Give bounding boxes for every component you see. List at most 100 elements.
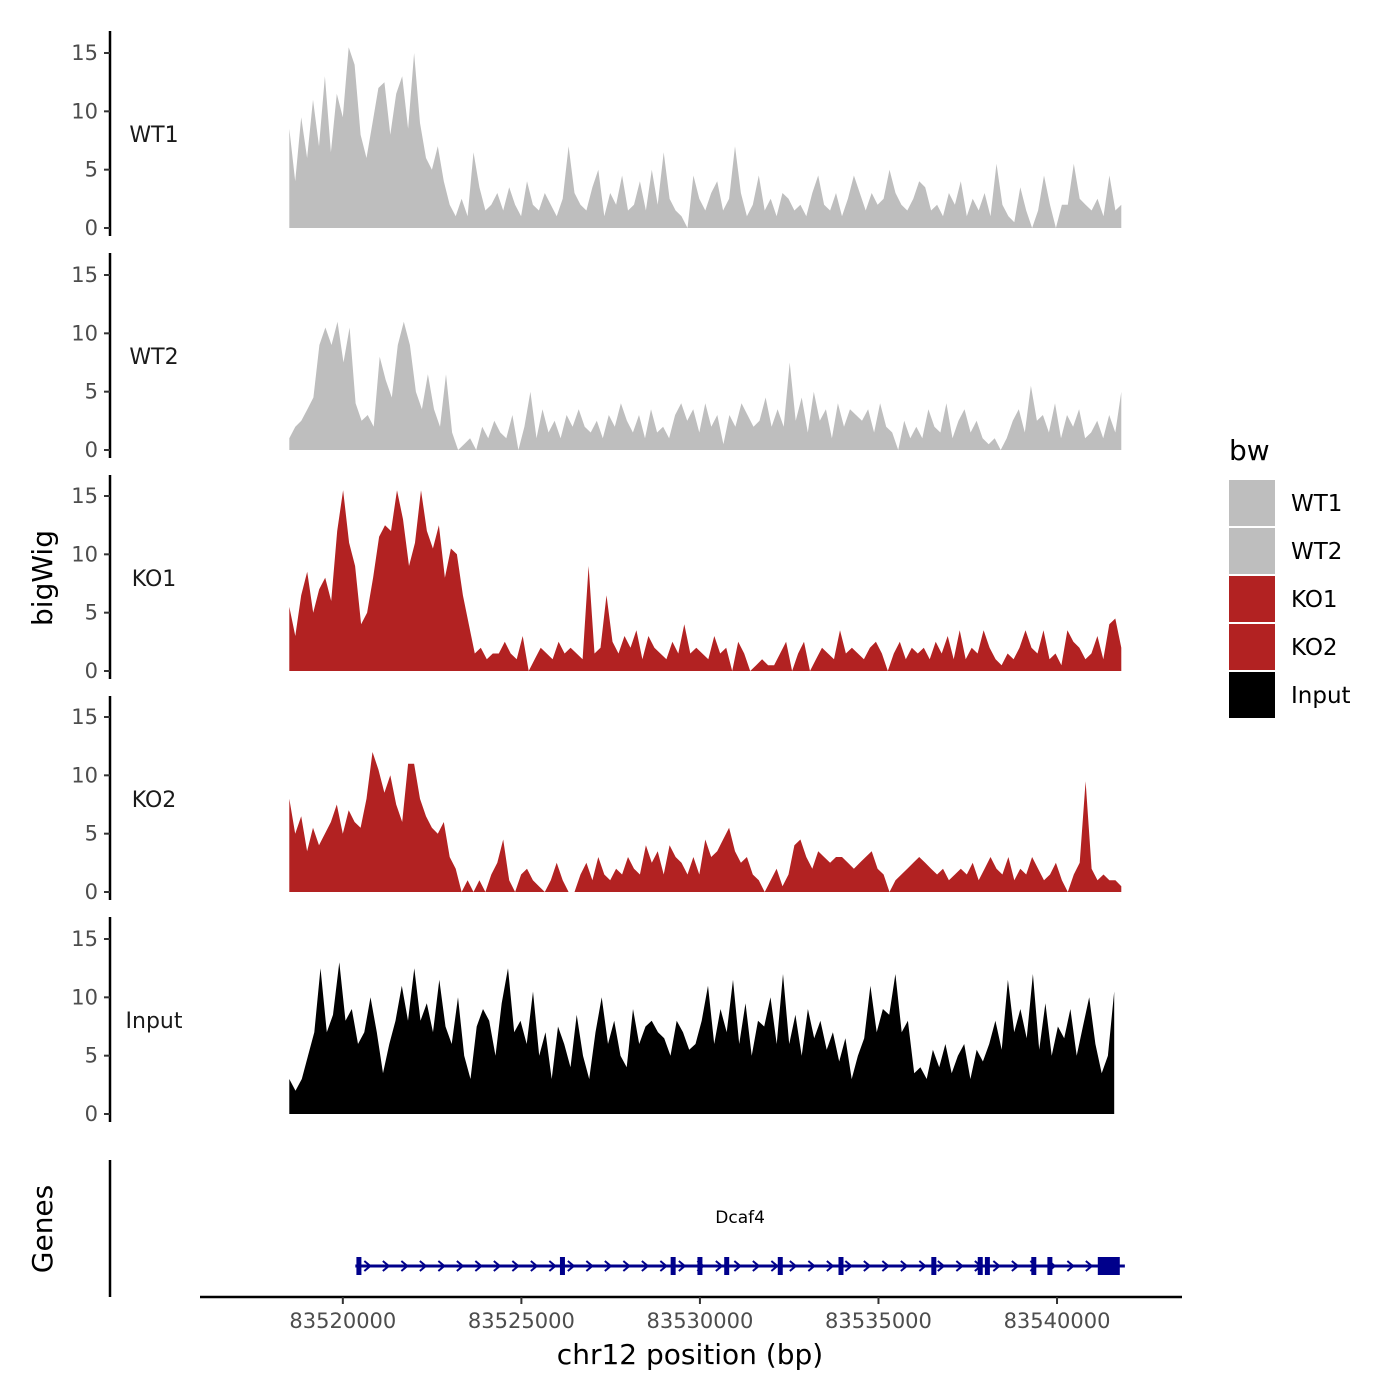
coverage-area-Input xyxy=(289,962,1115,1114)
legend-swatch xyxy=(1229,576,1275,622)
track-WT2: 0 5 10 15 WT2 xyxy=(71,253,1122,462)
strand-chevron xyxy=(474,1260,483,1272)
gene-exon xyxy=(977,1257,983,1275)
gene-exon xyxy=(931,1257,937,1275)
strand-chevron xyxy=(585,1260,594,1272)
gene-exon xyxy=(838,1257,844,1275)
strand-chevron xyxy=(733,1260,742,1272)
legend-item-KO2: KO2 xyxy=(1229,624,1338,670)
strand-chevron xyxy=(1011,1260,1020,1272)
y-tick-label: 5 xyxy=(85,601,98,625)
strand-chevron xyxy=(826,1260,835,1272)
track-label-KO2: KO2 xyxy=(132,788,177,813)
strand-chevron xyxy=(863,1260,872,1272)
track-label-WT2: WT2 xyxy=(129,345,178,370)
legend-swatch xyxy=(1229,624,1275,670)
legend: bw WT1 WT2 KO1 KO2 Input xyxy=(1229,434,1351,718)
strand-chevron xyxy=(622,1260,631,1272)
strand-chevron xyxy=(955,1260,964,1272)
y-tick-label: 5 xyxy=(85,158,98,182)
legend-label: WT2 xyxy=(1291,539,1342,565)
gene-exon xyxy=(777,1257,783,1275)
strand-chevron xyxy=(437,1260,446,1272)
strand-chevron xyxy=(456,1260,465,1272)
y-tick-label: 10 xyxy=(71,542,98,566)
y-tick-label: 15 xyxy=(71,41,98,65)
strand-chevron xyxy=(881,1260,890,1272)
strand-chevron xyxy=(604,1260,613,1272)
gene-exon xyxy=(356,1257,362,1275)
strand-chevron xyxy=(992,1260,1001,1272)
track-panels: 0 5 10 15 WT1 0 5 10 15 WT2 0 5 10 15 KO1 0 5 10 15 KO2 0 5 10… xyxy=(71,31,1122,1126)
x-axis-title: chr12 position (bp) xyxy=(557,1338,823,1371)
track-KO1: 0 5 10 15 KO1 xyxy=(71,475,1122,683)
strand-chevron xyxy=(1085,1260,1094,1272)
y-tick-label: 0 xyxy=(85,880,98,904)
gene-exon xyxy=(559,1257,565,1275)
legend-item-WT2: WT2 xyxy=(1229,528,1342,574)
track-label-KO1: KO1 xyxy=(132,567,177,592)
legend-item-WT1: WT1 xyxy=(1229,480,1342,526)
strand-chevron xyxy=(807,1260,816,1272)
y-tick-label: 10 xyxy=(71,321,98,345)
genes-panel: Dcaf4 xyxy=(108,1160,1125,1297)
legend-swatch xyxy=(1229,528,1275,574)
y-tick-label: 15 xyxy=(71,705,98,729)
track-KO2: 0 5 10 15 KO2 xyxy=(71,696,1122,904)
legend-swatch xyxy=(1229,480,1275,526)
x-tick-label: 83525000 xyxy=(468,1309,575,1333)
genes-axis-title: Genes xyxy=(26,1185,59,1273)
gene-exon xyxy=(724,1257,730,1275)
x-tick-label: 83535000 xyxy=(825,1309,932,1333)
strand-chevron xyxy=(844,1260,853,1272)
coverage-area-WT2 xyxy=(289,321,1122,450)
strand-chevron xyxy=(567,1260,576,1272)
strand-chevron xyxy=(715,1260,724,1272)
gene-exon xyxy=(1097,1257,1120,1275)
y-tick-label: 5 xyxy=(85,380,98,404)
x-tick-label: 83520000 xyxy=(289,1309,396,1333)
y-tick-label: 0 xyxy=(85,1102,98,1126)
legend-label: KO1 xyxy=(1291,587,1338,613)
gene-exon xyxy=(1047,1257,1053,1275)
gene-Dcaf4: Dcaf4 xyxy=(355,1208,1125,1275)
gene-exon xyxy=(697,1257,703,1275)
y-tick-label: 10 xyxy=(71,985,98,1009)
strand-chevron xyxy=(400,1260,409,1272)
gene-exon xyxy=(984,1257,990,1275)
track-label-WT1: WT1 xyxy=(129,123,178,148)
strand-chevron xyxy=(659,1260,668,1272)
strand-chevron xyxy=(419,1260,428,1272)
y-tick-label: 0 xyxy=(85,438,98,462)
track-Input: 0 5 10 15 Input xyxy=(71,917,1115,1126)
x-tick-label: 83530000 xyxy=(646,1309,753,1333)
y-tick-label: 15 xyxy=(71,927,98,951)
x-tick-label: 83540000 xyxy=(1004,1309,1111,1333)
strand-chevron xyxy=(493,1260,502,1272)
legend-label: Input xyxy=(1291,683,1351,709)
y-axis-title: bigWig xyxy=(26,530,59,626)
strand-chevron xyxy=(1066,1260,1075,1272)
strand-chevron xyxy=(363,1260,372,1272)
legend-swatch xyxy=(1229,672,1275,718)
x-axis: 83520000 83525000 83530000 83535000 83540000 xyxy=(200,1295,1182,1333)
y-tick-label: 0 xyxy=(85,659,98,683)
legend-title: bw xyxy=(1229,434,1270,467)
legend-label: WT1 xyxy=(1291,491,1342,517)
gene-label: Dcaf4 xyxy=(715,1208,765,1228)
coverage-area-KO1 xyxy=(289,490,1122,671)
track-WT1: 0 5 10 15 WT1 xyxy=(71,31,1122,240)
coverage-area-KO2 xyxy=(289,752,1122,892)
strand-chevron xyxy=(382,1260,391,1272)
strand-chevron xyxy=(770,1260,779,1272)
legend-item-Input: Input xyxy=(1229,672,1351,718)
y-tick-label: 10 xyxy=(71,763,98,787)
y-tick-label: 5 xyxy=(85,822,98,846)
y-tick-label: 15 xyxy=(71,263,98,287)
strand-chevron xyxy=(900,1260,909,1272)
strand-chevron xyxy=(548,1260,557,1272)
track-label-Input: Input xyxy=(126,1009,183,1034)
y-tick-label: 15 xyxy=(71,484,98,508)
strand-chevron xyxy=(511,1260,520,1272)
